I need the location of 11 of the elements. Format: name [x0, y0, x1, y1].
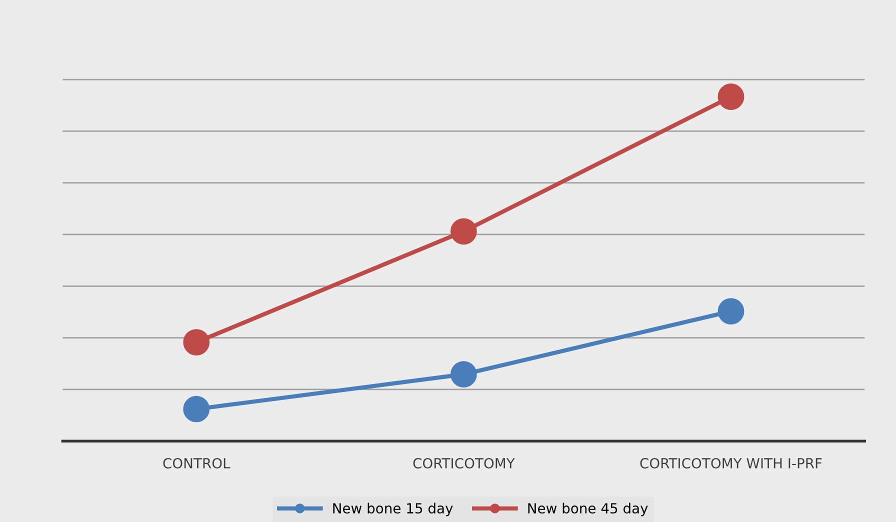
- point: [183, 329, 210, 356]
- point: [450, 218, 477, 245]
- point: [450, 361, 477, 388]
- x-tick-label: CONTROL: [163, 458, 230, 469]
- point: [718, 298, 744, 324]
- legend-label: New bone 45 day: [528, 502, 648, 516]
- x-tick-label: CORTICOTOMY WITH I-PRF: [640, 458, 822, 469]
- point: [718, 84, 744, 110]
- legend-label: New bone 15 day: [333, 502, 453, 516]
- point: [183, 396, 210, 422]
- x-tick-label: CORTICOTOMY: [413, 458, 515, 469]
